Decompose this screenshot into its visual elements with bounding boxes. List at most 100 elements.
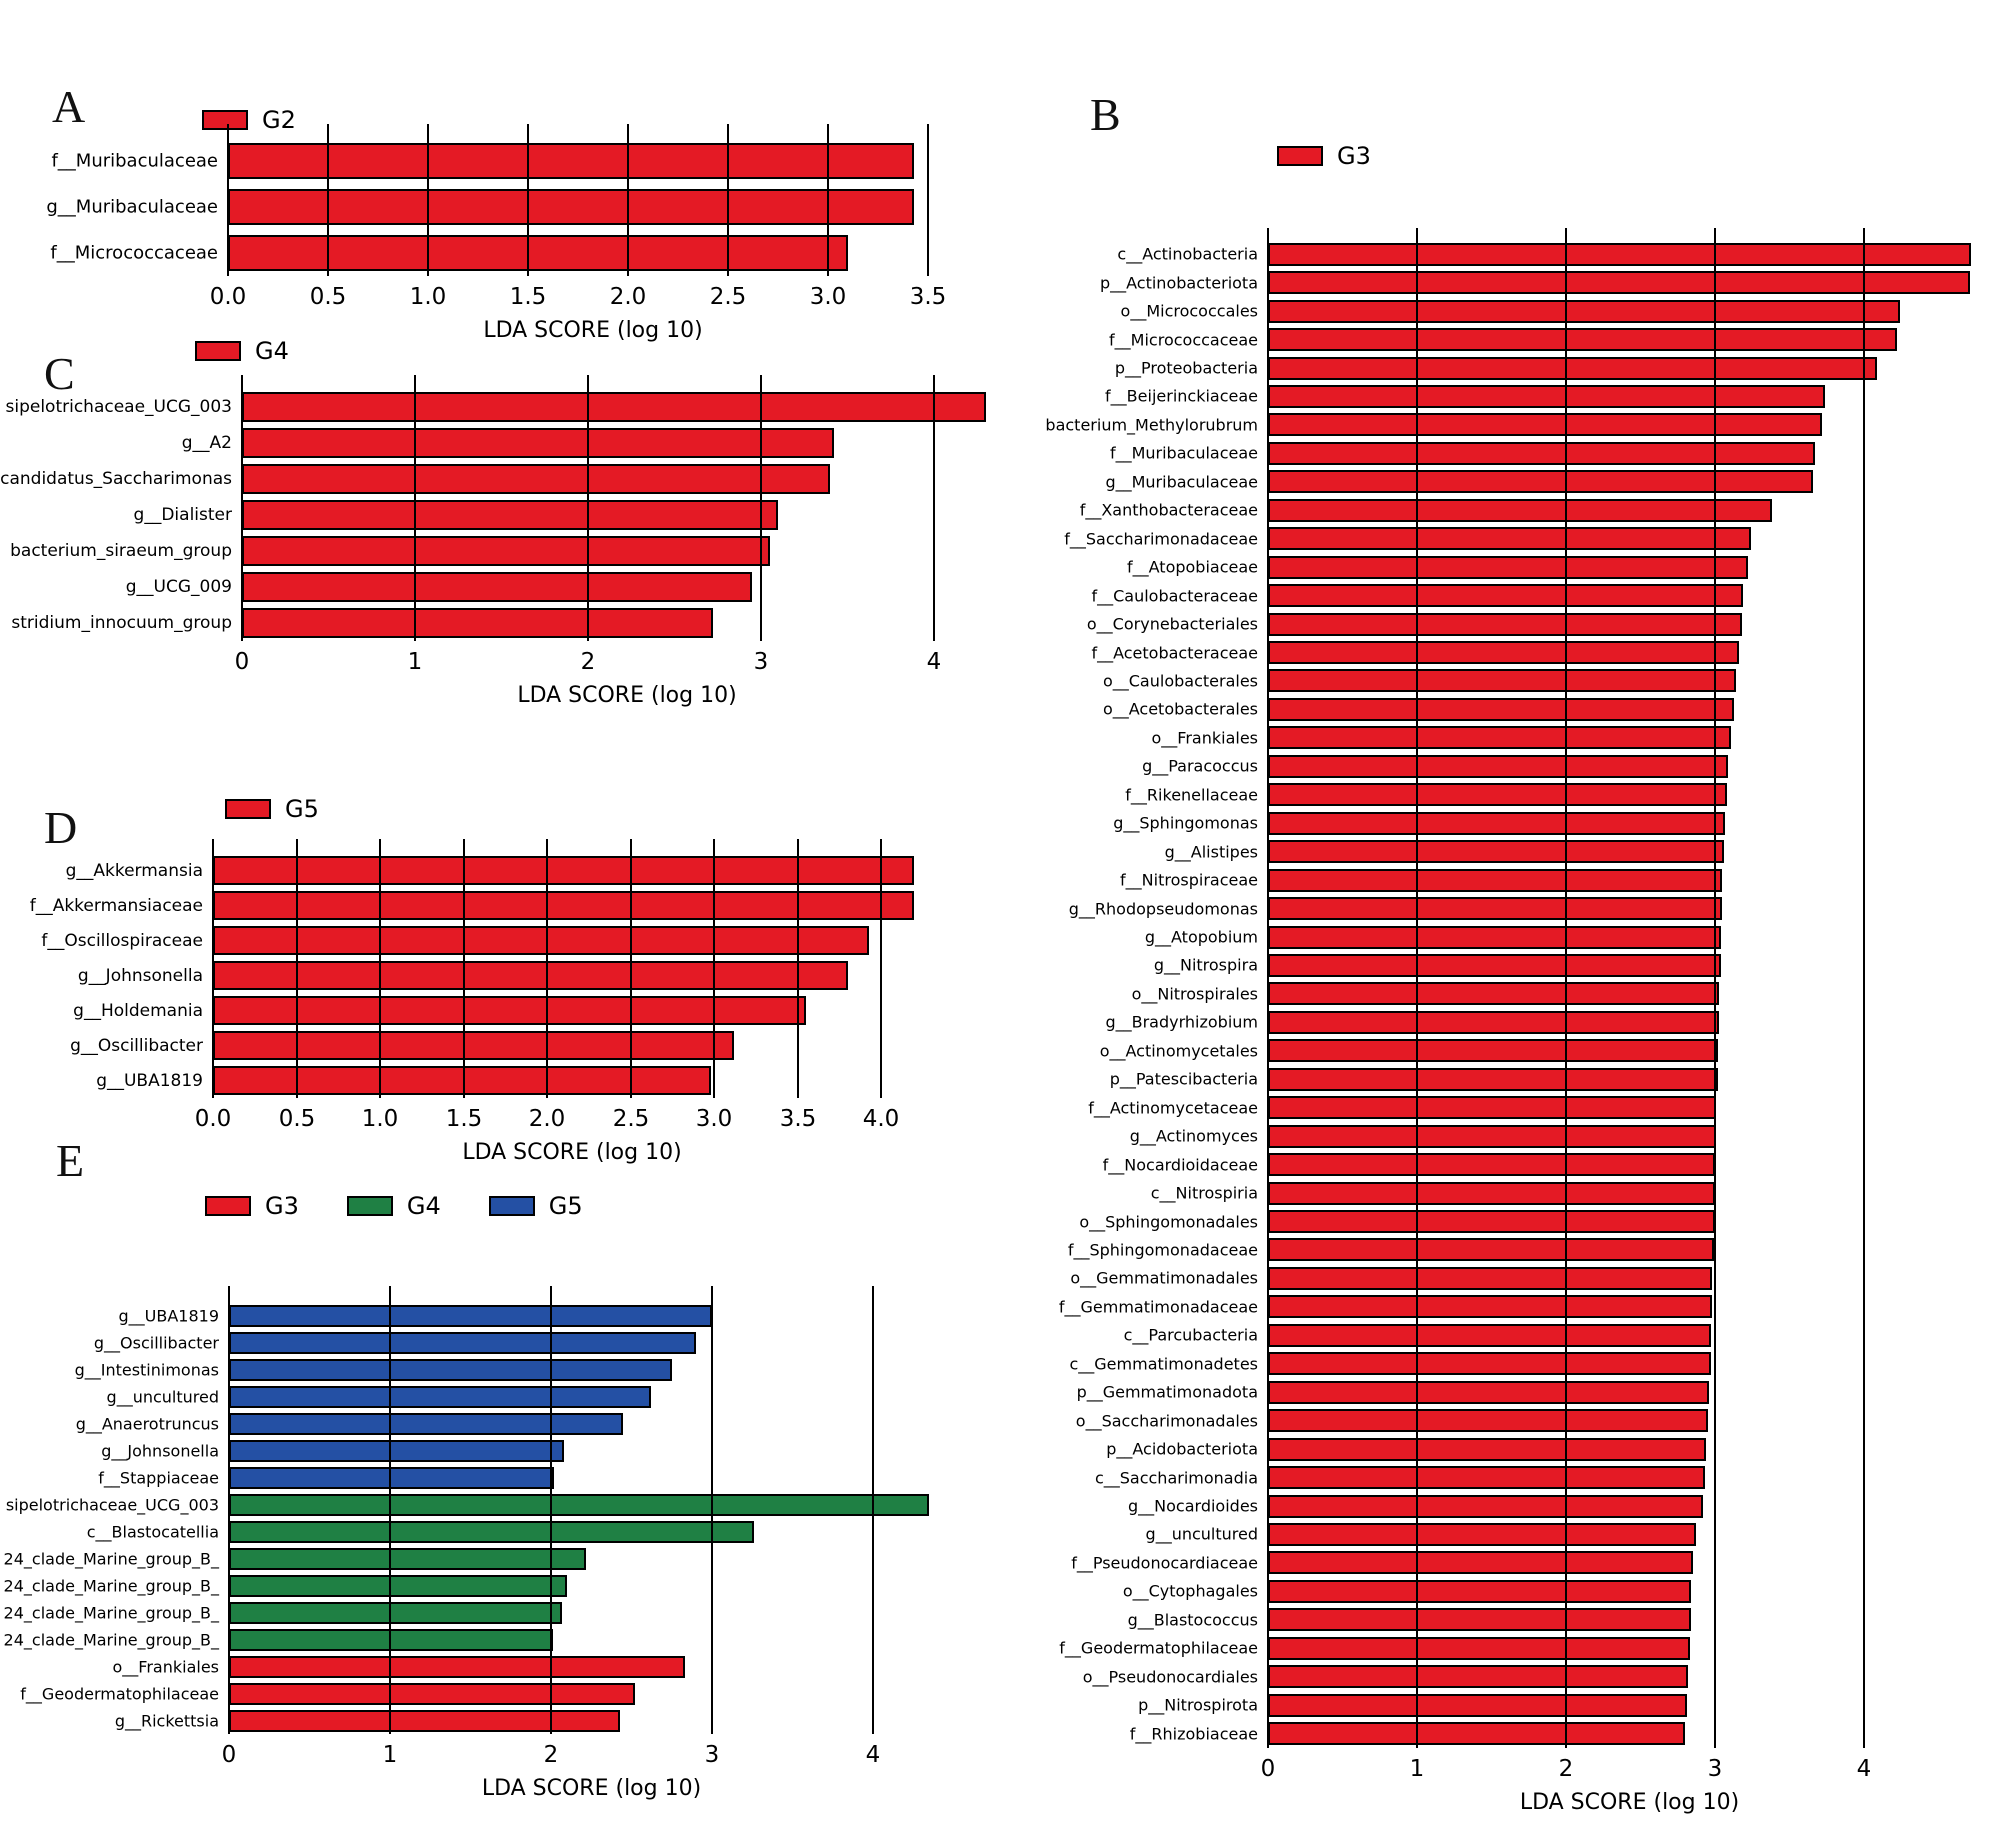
- taxon-label: f__Sphingomonadaceae: [1067, 1240, 1258, 1260]
- gridline: [1863, 228, 1865, 1748]
- legend-label: G2: [262, 106, 296, 134]
- taxon-label: g__Nitrospira: [1153, 955, 1258, 975]
- taxon-label: f__Caulobacteraceae: [1091, 586, 1258, 606]
- legend-label: G5: [548, 1192, 583, 1220]
- gridline: [1565, 228, 1567, 1748]
- lda-bar: [1268, 697, 1734, 721]
- gridline: [627, 124, 629, 276]
- taxon-label: g__UCG_009: [125, 577, 232, 597]
- lda-bar: [1268, 1494, 1703, 1518]
- panel-b-plot: c__Actinobacteria p__Actinobacteriota o__M…: [1045, 228, 1991, 1748]
- taxon-label: c__Nitrospiria: [1150, 1183, 1258, 1203]
- lda-bar: [1268, 1551, 1693, 1575]
- lda-bar: [1268, 897, 1722, 921]
- x-axis-tick: 2.5: [612, 1106, 650, 1132]
- bar-row: o__Frankiales: [113, 1653, 954, 1680]
- gridline: [1416, 228, 1418, 1748]
- x-axis-tick: 4: [1856, 1756, 1872, 1782]
- legend-label: G3: [265, 1192, 299, 1220]
- bar-row: g__uncultured: [107, 1383, 954, 1410]
- gridline: [587, 375, 589, 641]
- taxon-label: g__Oscillibacter: [70, 1035, 203, 1056]
- bar-row: f__Muribaculaceae: [51, 138, 958, 184]
- lda-bar: [1268, 1096, 1716, 1120]
- x-axis-tick: 1: [407, 649, 423, 675]
- bar-row: o__Caulobacterales: [1103, 667, 1991, 695]
- taxon-label: g__Oscillibacter: [93, 1333, 219, 1352]
- lda-bar: [1268, 1039, 1718, 1063]
- lda-bar: [213, 926, 869, 955]
- lda-bar: [229, 1412, 623, 1435]
- lda-bar: [229, 1385, 651, 1408]
- lda-bar: [228, 189, 914, 225]
- lda-bar: [229, 1331, 696, 1354]
- lda-bar: [1268, 669, 1736, 693]
- taxon-label: g__Muribaculaceae: [1105, 472, 1258, 492]
- bar-row: f__Rikenellaceae: [1125, 781, 1991, 809]
- bar-row: g__Rickettsia: [115, 1707, 954, 1734]
- bar-row: g__Muribaculaceae: [1105, 468, 1991, 496]
- x-axis-tick: 1: [1409, 1756, 1425, 1782]
- x-axis-tick: 0.0: [194, 1106, 232, 1132]
- lda-bar: [229, 1574, 567, 1597]
- bar-row: p__Patescibacteria: [1110, 1065, 1991, 1093]
- bar-row: f__Saccharimonadaceae: [1064, 525, 1991, 553]
- lda-bar: [1268, 1466, 1705, 1490]
- bar-row: c__Parcubacteria: [1124, 1321, 1991, 1349]
- panel-d-legend: G5: [225, 795, 319, 823]
- legend-item-g3: G3: [1277, 142, 1371, 170]
- gridline: [1714, 228, 1716, 1748]
- x-axis-tick: 0: [1260, 1756, 1276, 1782]
- bar-row: p__Acidobacteriota: [1106, 1435, 1991, 1463]
- bar-row: sipelotrichaceae_UCG_003: [6, 389, 1012, 425]
- lda-bar: [213, 1031, 734, 1060]
- panel-b-xlabel: LDA SCORE (log 10): [1519, 1790, 1740, 1815]
- taxon-label: g__A2: [181, 433, 232, 453]
- bar-row: p__Nitrospirota: [1138, 1691, 1991, 1719]
- bar-row: stridium_innocuum_group: [11, 605, 1012, 641]
- gridline: [927, 124, 929, 276]
- lda-bar: [242, 608, 713, 638]
- taxon-label: p__Proteobacteria: [1114, 358, 1258, 378]
- lda-bar: [242, 572, 752, 602]
- lda-bar: [1268, 953, 1721, 977]
- panel-c-plot: sipelotrichaceae_UCG_003 g__A2 candidatus_…: [0, 375, 1012, 641]
- bar-row: bacterium_Methylorubrum: [1045, 411, 1991, 439]
- lda-bar: [242, 392, 986, 422]
- panel-d-letter: D: [44, 802, 78, 853]
- lda-bar: [1268, 242, 1971, 266]
- gridline: [414, 375, 416, 641]
- lda-bar: [229, 1547, 586, 1570]
- taxon-label: g__Blastococcus: [1127, 1610, 1258, 1630]
- bar-row: c__Saccharimonadia: [1095, 1463, 1991, 1491]
- lda-bar: [1268, 925, 1721, 949]
- taxon-label: f__Akkermansiaceae: [29, 895, 203, 916]
- lda-bar: [1268, 1608, 1691, 1632]
- taxon-label: c__Parcubacteria: [1123, 1325, 1258, 1345]
- taxon-label: f__Acetobacteraceae: [1091, 643, 1258, 663]
- bar-row: f__Rhizobiaceae: [1130, 1719, 1991, 1747]
- lda-bar: [1268, 1636, 1690, 1660]
- taxon-label: 24_clade_Marine_group_B_: [3, 1630, 219, 1649]
- panel-e-plot: g__UBA1819 g__Oscillibacter g__Intestinimo…: [4, 1286, 954, 1734]
- taxon-label: 24_clade_Marine_group_B_: [3, 1576, 219, 1595]
- bar-row: bacterium_siraeum_group: [10, 533, 1012, 569]
- panel-c-xlabel: LDA SCORE (log 10): [517, 683, 737, 708]
- panel-a-legend: G2: [202, 106, 296, 134]
- bar-row: f__Nitrospiraceae: [1120, 866, 1991, 894]
- taxon-label: f__Atopobiaceae: [1127, 557, 1258, 577]
- panel-a-plot: f__Muribaculaceae g__Muribaculaceae f__Mic…: [46, 124, 958, 276]
- gridline: [379, 839, 381, 1098]
- bar-row: o__Micrococcales: [1121, 297, 1991, 325]
- lda-bar: [1268, 356, 1877, 380]
- legend-label: G4: [406, 1192, 441, 1220]
- lda-bar: [229, 1655, 685, 1678]
- bar-row: g__uncultured: [1146, 1520, 1991, 1548]
- bar-row: f__Akkermansiaceae: [30, 888, 931, 923]
- lda-bar: [229, 1628, 553, 1651]
- legend-swatch: [202, 110, 248, 130]
- x-axis-tick: 2: [543, 1742, 559, 1768]
- bar-row: f__Gemmatimonadaceae: [1059, 1293, 1991, 1321]
- taxon-label: f__Xanthobacteraceae: [1079, 500, 1258, 520]
- bar-row: f__Muribaculaceae: [1110, 439, 1991, 467]
